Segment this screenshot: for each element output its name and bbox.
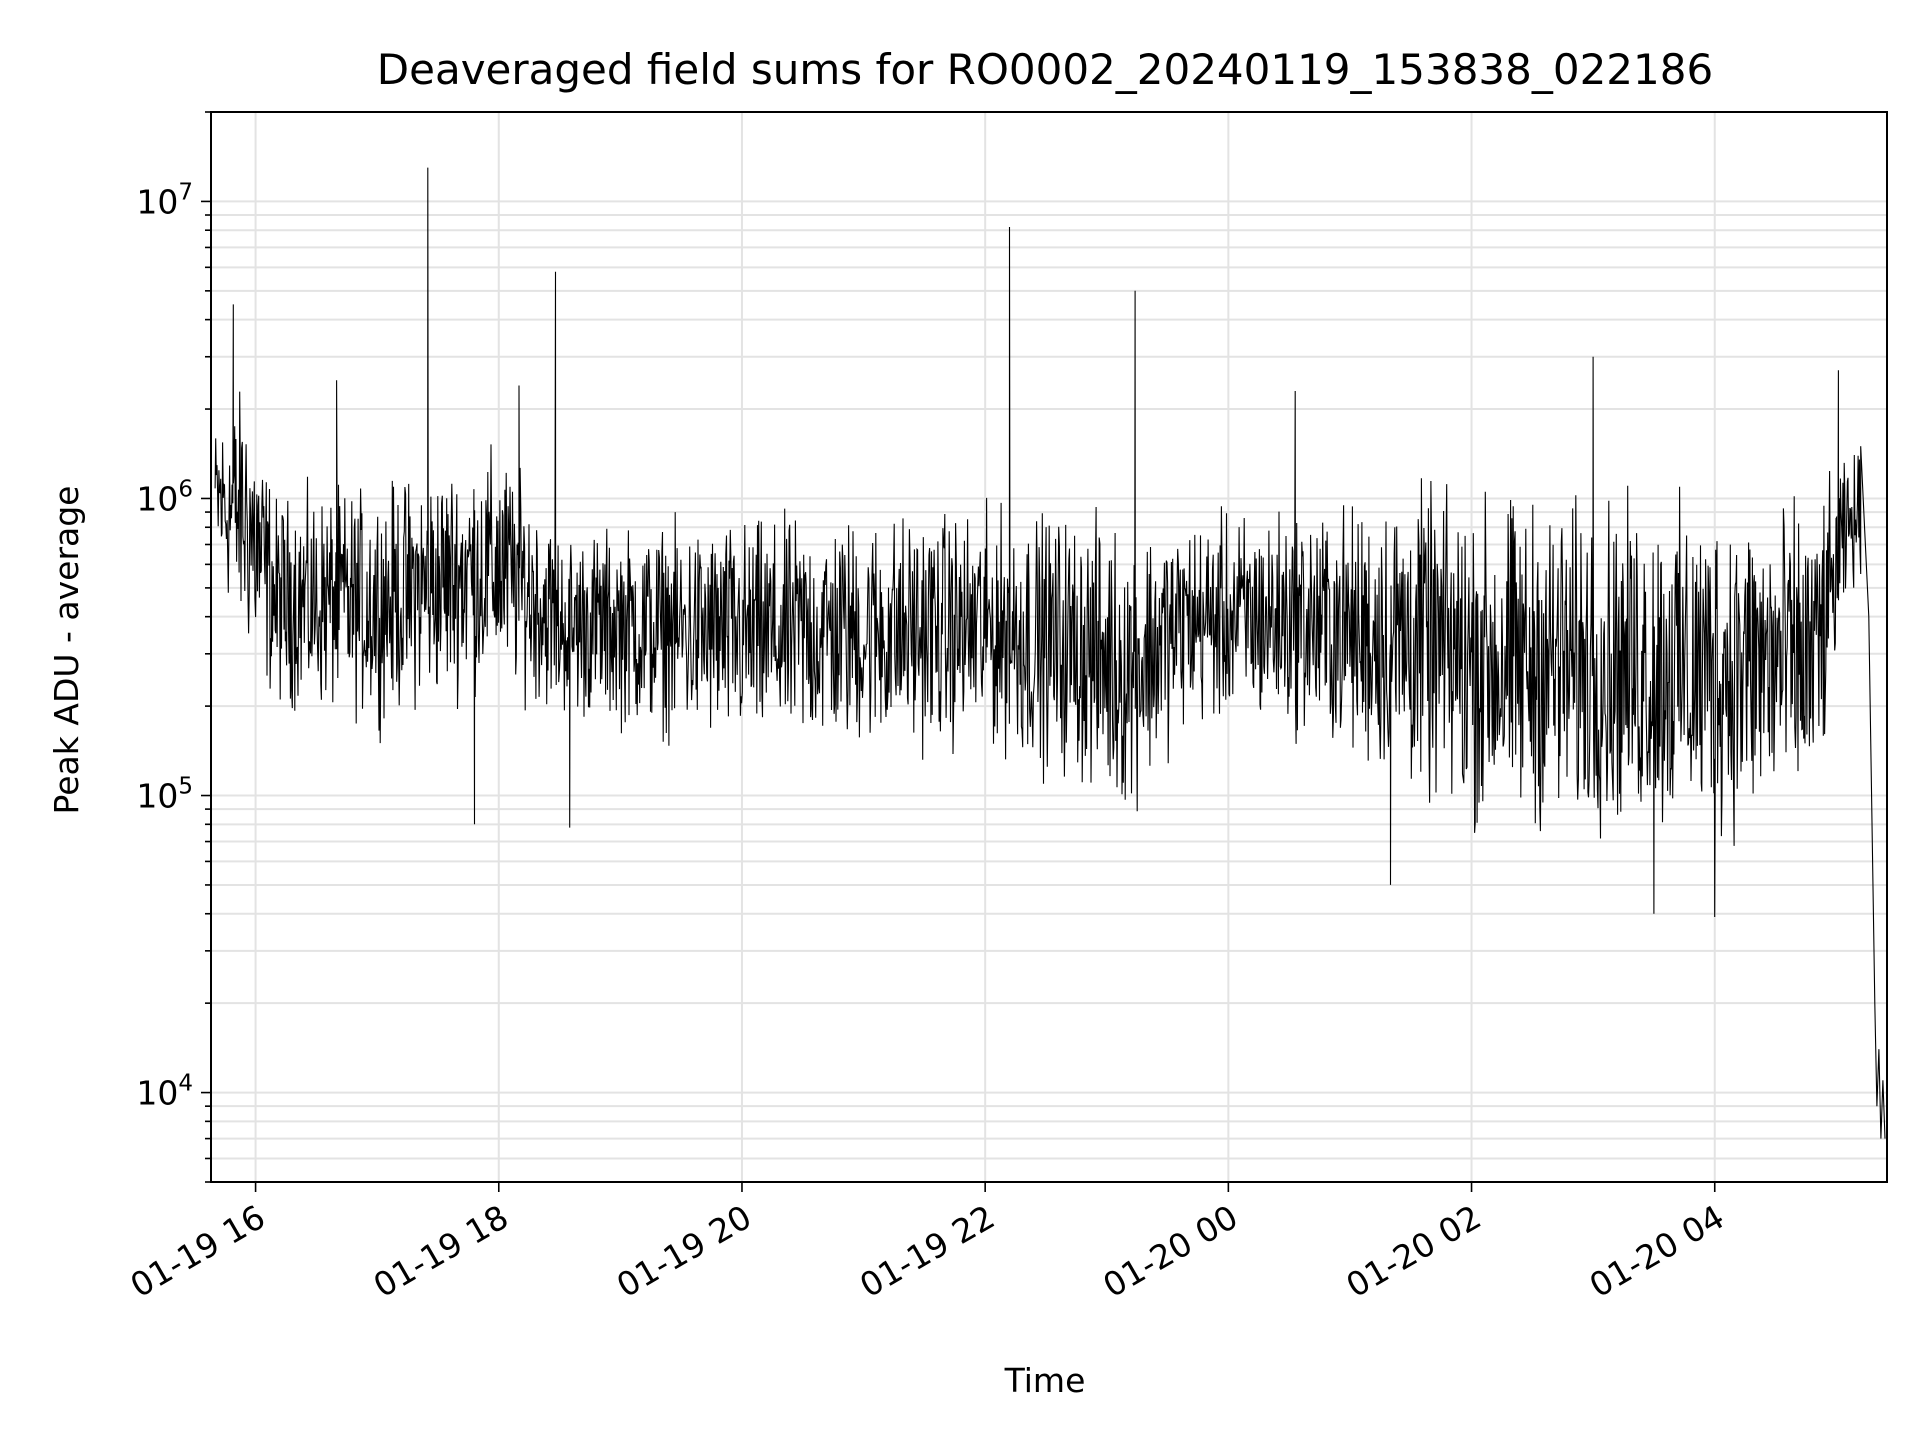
x-tick-label: 01-20 04 [1583, 1197, 1731, 1305]
x-tick-label: 01-20 02 [1340, 1197, 1488, 1305]
y-tick-label: 104 [136, 1071, 193, 1113]
x-axis-label: Time [1004, 1361, 1086, 1400]
x-tick-label: 01-19 18 [367, 1197, 515, 1305]
x-tick-label: 01-19 20 [610, 1197, 758, 1305]
y-tick-label: 106 [136, 476, 193, 518]
series-path [214, 167, 1886, 1139]
x-tick-label: 01-19 16 [124, 1197, 272, 1305]
y-tick-label: 105 [136, 774, 193, 816]
grid [211, 111, 1887, 1183]
y-tick-label: 107 [136, 179, 193, 221]
y-axis-label: Peak ADU - average [47, 486, 86, 815]
x-tick-label: 01-19 22 [853, 1197, 1001, 1305]
plot-frame [210, 111, 1888, 1183]
x-tick-label: 01-20 00 [1096, 1197, 1244, 1305]
chart-title: Deaveraged field sums for RO0002_2024011… [377, 45, 1713, 94]
series-line [214, 167, 1886, 1139]
